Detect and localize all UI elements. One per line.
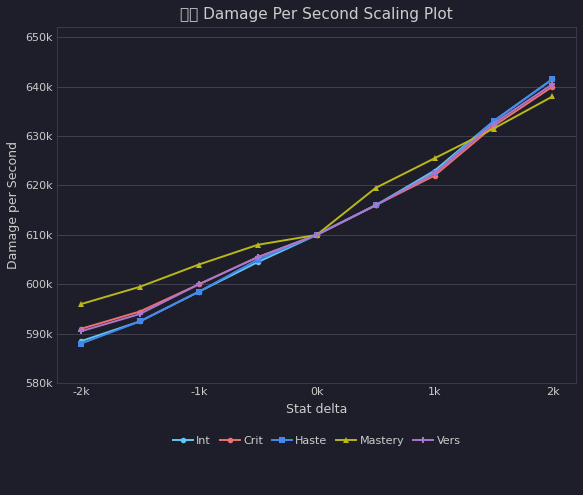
Vers: [549, 81, 556, 87]
Mastery: [549, 94, 556, 99]
Haste: [195, 289, 202, 295]
Int: [78, 338, 85, 344]
Crit: [78, 326, 85, 332]
Vers: [254, 254, 261, 260]
Y-axis label: Damage per Second: Damage per Second: [7, 141, 20, 269]
Line: Mastery: Mastery: [78, 93, 556, 307]
Vers: [78, 328, 85, 334]
Crit: [490, 123, 497, 129]
Haste: [431, 170, 438, 176]
Mastery: [313, 232, 320, 238]
Int: [372, 202, 379, 208]
Crit: [372, 202, 379, 208]
Int: [549, 76, 556, 82]
Vers: [431, 170, 438, 176]
Haste: [78, 341, 85, 346]
Crit: [195, 281, 202, 287]
Legend: Int, Crit, Haste, Mastery, Vers: Int, Crit, Haste, Mastery, Vers: [168, 432, 465, 450]
Mastery: [372, 185, 379, 191]
X-axis label: Stat delta: Stat delta: [286, 403, 347, 416]
Vers: [195, 281, 202, 287]
Line: Int: Int: [78, 76, 555, 344]
Crit: [549, 84, 556, 90]
Int: [313, 232, 320, 238]
Vers: [136, 311, 143, 317]
Haste: [549, 76, 556, 82]
Crit: [254, 254, 261, 260]
Mastery: [431, 155, 438, 161]
Vers: [490, 121, 497, 127]
Line: Crit: Crit: [78, 84, 555, 332]
Haste: [372, 202, 379, 208]
Mastery: [136, 284, 143, 290]
Int: [490, 118, 497, 124]
Mastery: [195, 261, 202, 267]
Line: Vers: Vers: [78, 81, 555, 334]
Int: [431, 168, 438, 174]
Mastery: [490, 126, 497, 132]
Title: 霜燃 Damage Per Second Scaling Plot: 霜燃 Damage Per Second Scaling Plot: [180, 7, 453, 22]
Crit: [136, 308, 143, 314]
Haste: [490, 118, 497, 124]
Vers: [372, 202, 379, 208]
Crit: [313, 232, 320, 238]
Haste: [313, 232, 320, 238]
Mastery: [78, 301, 85, 307]
Vers: [313, 232, 320, 238]
Int: [136, 318, 143, 324]
Mastery: [254, 242, 261, 248]
Haste: [136, 318, 143, 324]
Int: [254, 259, 261, 265]
Haste: [254, 257, 261, 263]
Int: [195, 289, 202, 295]
Line: Haste: Haste: [78, 76, 555, 346]
Crit: [431, 173, 438, 179]
